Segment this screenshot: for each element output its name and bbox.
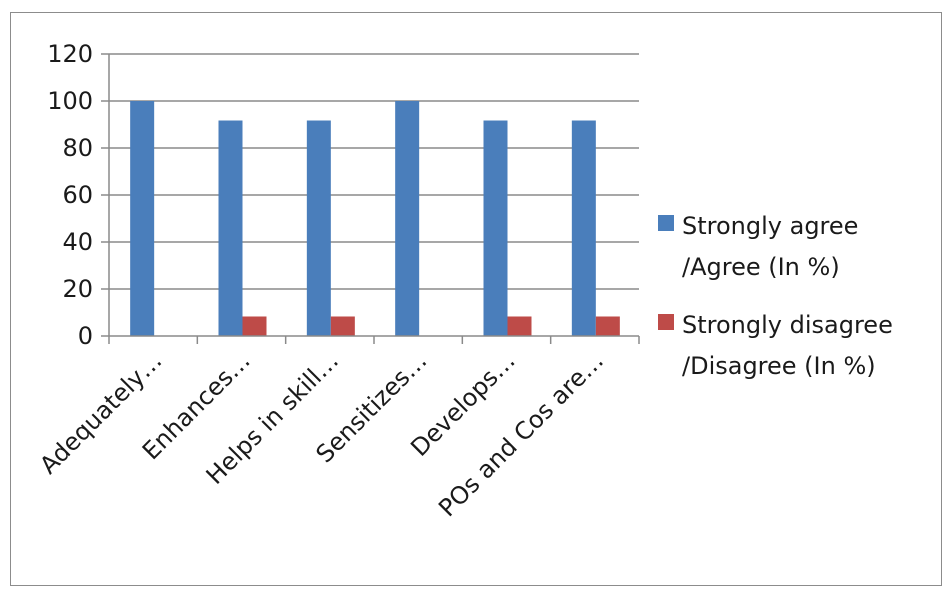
- bar-chart: 0 20 40 60 80 100 120 Adequately…Enhances…Help…: [34, 40, 893, 522]
- bar-agree: [483, 120, 508, 336]
- legend: Strongly agree/Agree (In %) Strongly disa…: [658, 212, 893, 380]
- bar-disagree: [330, 316, 355, 336]
- y-tick-label: 0: [78, 322, 93, 350]
- legend-label: Strongly agree: [682, 212, 858, 240]
- y-tick-label: 100: [47, 87, 93, 115]
- x-tick-labels: Adequately…Enhances…Helps in skill…Sensi…: [34, 346, 609, 522]
- y-tick-label: 60: [62, 181, 93, 209]
- bar-agree: [218, 120, 243, 336]
- bars: [130, 101, 620, 336]
- bar-disagree: [595, 316, 620, 336]
- bar-disagree: [242, 316, 267, 336]
- legend-label: Strongly disagree: [682, 311, 893, 339]
- gridlines: [109, 53, 639, 290]
- x-tick-label: Adequately…: [34, 346, 167, 479]
- y-tick-labels: 0 20 40 60 80 100 120: [47, 40, 93, 350]
- bar-agree: [306, 120, 331, 336]
- y-tick-label: 120: [47, 40, 93, 68]
- bar-agree: [130, 101, 155, 336]
- axes: [101, 53, 640, 344]
- y-tick-label: 20: [62, 275, 93, 303]
- bar-agree: [571, 120, 596, 336]
- legend-label: /Agree (In %): [682, 253, 840, 281]
- y-tick-label: 40: [62, 228, 93, 256]
- bar-agree: [395, 101, 420, 336]
- bar-disagree: [507, 316, 532, 336]
- chart-frame: 0 20 40 60 80 100 120 Adequately… Enhances… Help…: [10, 12, 942, 586]
- y-tick-label: 80: [62, 134, 93, 162]
- legend-swatch: [658, 314, 674, 330]
- x-tick-label: POs and Cos are…: [433, 346, 609, 522]
- legend-label: /Disagree (In %): [682, 352, 876, 380]
- legend-swatch: [658, 215, 674, 231]
